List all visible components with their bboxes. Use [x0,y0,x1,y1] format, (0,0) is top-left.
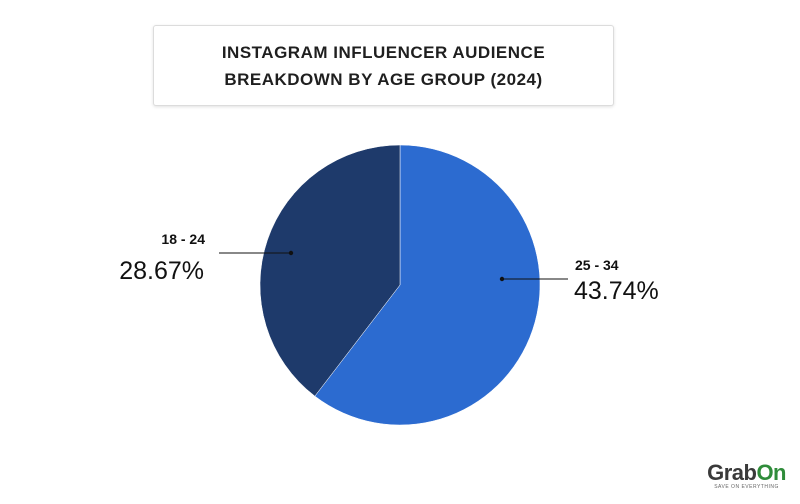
slice-value-label-0: 43.74% [574,277,659,305]
chart-title-line-2: BREAKDOWN BY AGE GROUP (2024) [224,69,543,89]
pie-slice-25-34 [314,144,541,426]
slice-category-label-1: 18 - 24 [161,231,205,247]
pie-slices [259,144,541,426]
slice-category-label-0: 25 - 34 [575,257,619,273]
logo-brand-prefix: Grab [707,460,757,485]
leader-dot-1 [288,250,294,256]
logo-brand-suffix: On [756,460,786,485]
logo-tagline: SAVE ON EVERYTHING [714,484,779,490]
chart-title-box: INSTAGRAM INFLUENCER AUDIENCE BREAKDOWN … [153,25,614,106]
leader-dot-0 [499,276,505,282]
leader-lines [219,250,568,282]
pie-slice-18-24 [259,144,401,397]
chart-title-line-1: INSTAGRAM INFLUENCER AUDIENCE [221,42,546,62]
slice-labels: 25 - 34 43.74% 18 - 24 28.67% [119,231,659,305]
slice-value-label-1: 28.67% [119,257,204,285]
grabon-logo: GrabOn SAVE ON EVERYTHING [707,460,786,491]
chart-title: INSTAGRAM INFLUENCER AUDIENCE BREAKDOWN … [222,39,545,93]
